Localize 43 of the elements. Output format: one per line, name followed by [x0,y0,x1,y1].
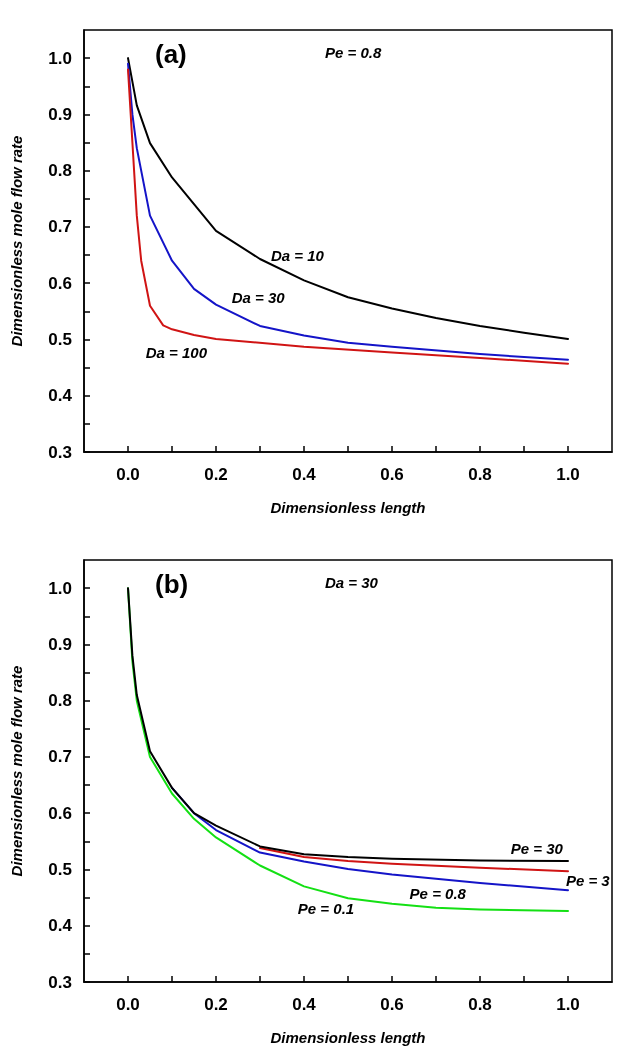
x-axis-title: Dimensionless length [270,499,426,516]
y-tick-label: 0.3 [48,972,72,992]
series-label: Pe = 0.8 [409,885,467,903]
x-tick-label: 0.4 [292,465,317,484]
x-tick-label: 0.8 [468,995,492,1014]
chart-title: (b) [155,569,189,599]
y-tick-label: 0.7 [48,217,72,237]
y-tick-label: 0.7 [48,747,72,767]
x-tick-label: 0.4 [292,995,317,1014]
text: Da = 30 [325,574,379,591]
y-tick-label: 0.9 [48,634,72,654]
x-tick-label: 0.2 [204,995,228,1014]
y-tick-label: 1.0 [48,578,72,598]
x-tick-label: 0.8 [468,465,492,484]
x-tick-label: 0.0 [116,465,140,484]
series-label: Pe = 0.1 [297,900,355,918]
y-axis-title: Dimensionless mole flow rate [8,135,25,347]
y-tick-label: 0.6 [48,803,72,823]
chart-title: (a) [155,39,187,69]
y-tick-label: 0.6 [48,273,72,293]
y-tick-label: 0.5 [48,329,72,349]
series-label: Da = 100 [145,343,208,361]
x-tick-label: 0.6 [380,995,404,1014]
series-label: Da = 10 [270,247,325,265]
y-tick-label: 0.8 [48,161,72,181]
y-tick-label: 1.0 [48,48,72,68]
x-tick-label: 0.2 [204,465,228,484]
series-label: Pe = 30 [510,840,564,858]
x-tick-label: 1.0 [556,995,580,1014]
text: Pe = 0.8 [325,44,382,61]
y-tick-label: 0.5 [48,859,72,879]
x-tick-label: 0.0 [116,995,140,1014]
x-axis-title: Dimensionless length [270,1029,426,1046]
y-tick-label: 0.9 [48,104,72,124]
series-label: Pe = 3 [565,872,611,890]
x-tick-label: 0.6 [380,465,404,484]
series-label: Da = 30 [231,289,286,307]
y-axis-title: Dimensionless mole flow rate [8,665,25,877]
x-tick-label: 1.0 [556,465,580,484]
y-tick-label: 0.8 [48,691,72,711]
y-tick-label: 0.3 [48,442,72,462]
y-tick-label: 0.4 [48,386,73,406]
y-tick-label: 0.4 [48,916,73,936]
